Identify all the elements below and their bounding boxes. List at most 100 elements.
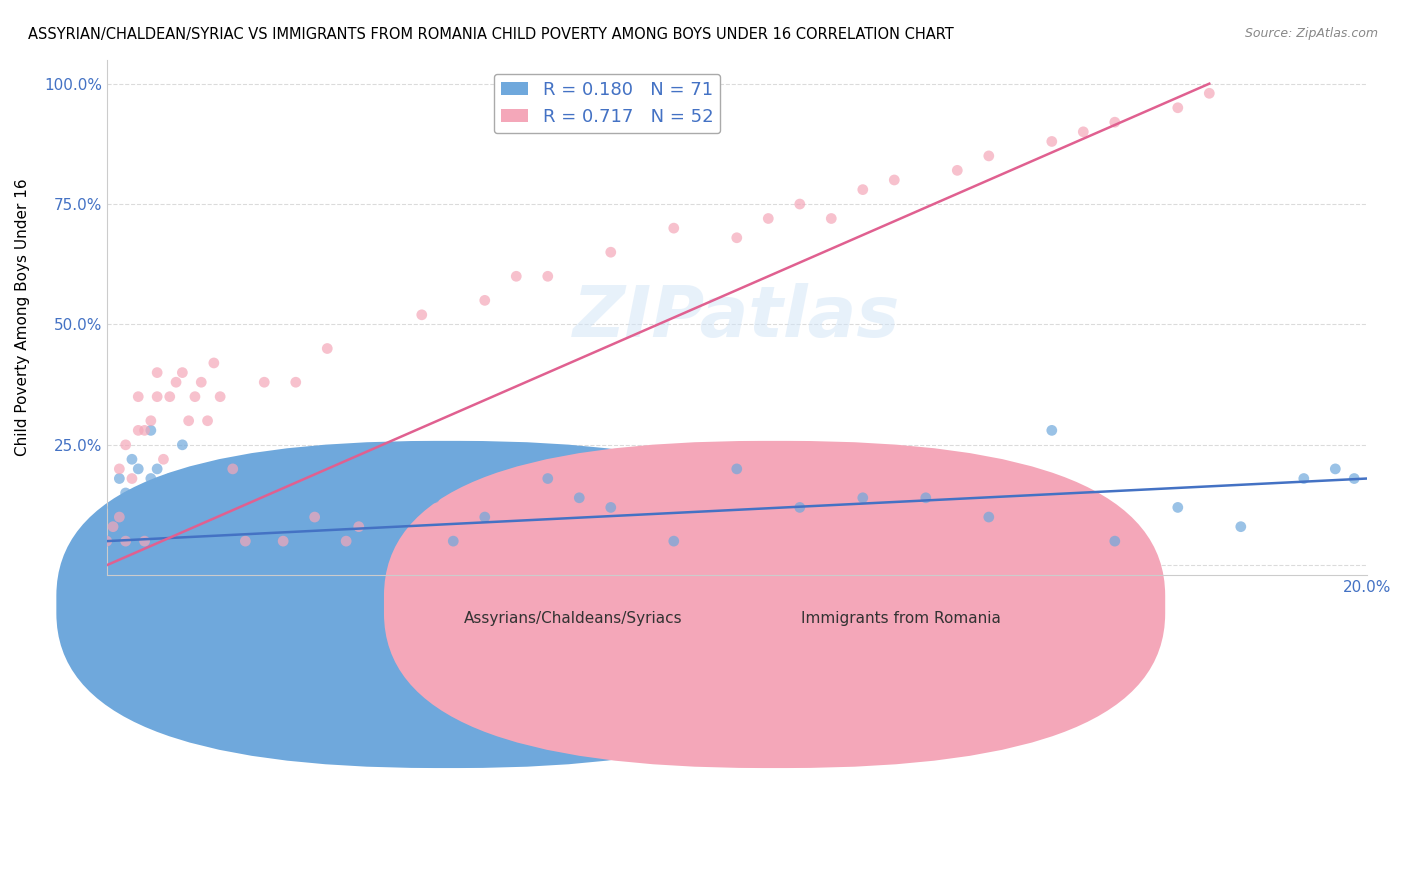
Point <box>271 534 294 549</box>
Point <box>172 366 194 380</box>
Point <box>121 471 143 485</box>
Point <box>1198 87 1220 101</box>
Point <box>172 534 194 549</box>
Point <box>568 491 591 505</box>
Point <box>127 462 149 476</box>
Point <box>121 519 143 533</box>
Point <box>284 376 307 390</box>
Point <box>235 491 257 505</box>
Point <box>820 211 842 226</box>
Point <box>146 390 169 404</box>
Text: ASSYRIAN/CHALDEAN/SYRIAC VS IMMIGRANTS FROM ROMANIA CHILD POVERTY AMONG BOYS UND: ASSYRIAN/CHALDEAN/SYRIAC VS IMMIGRANTS F… <box>28 27 953 42</box>
Point <box>184 486 207 500</box>
Point <box>228 510 250 524</box>
Point <box>756 211 779 226</box>
Point <box>474 293 496 308</box>
Point <box>505 452 527 467</box>
Point <box>599 245 621 260</box>
Point <box>266 486 288 500</box>
Point <box>197 471 219 485</box>
Point <box>159 390 181 404</box>
Point <box>423 491 446 505</box>
Point <box>222 519 245 533</box>
Point <box>335 534 357 549</box>
Point <box>222 462 245 476</box>
Point <box>197 414 219 428</box>
Text: Source: ZipAtlas.com: Source: ZipAtlas.com <box>1244 27 1378 40</box>
Point <box>537 471 560 485</box>
Point <box>209 510 232 524</box>
Point <box>1167 500 1189 515</box>
Y-axis label: Child Poverty Among Boys Under 16: Child Poverty Among Boys Under 16 <box>15 178 30 456</box>
Point <box>184 390 207 404</box>
FancyBboxPatch shape <box>56 441 838 768</box>
Point <box>304 491 326 505</box>
Point <box>177 491 200 505</box>
Point <box>725 462 748 476</box>
Point <box>177 529 200 543</box>
Point <box>101 500 124 515</box>
Text: ZIPatlas: ZIPatlas <box>574 283 900 351</box>
FancyBboxPatch shape <box>384 441 1166 768</box>
Point <box>1343 471 1365 485</box>
Point <box>215 491 238 505</box>
Point <box>977 510 1000 524</box>
Legend: R = 0.180   N = 71, R = 0.717   N = 52: R = 0.180 N = 71, R = 0.717 N = 52 <box>494 74 720 133</box>
Point <box>177 414 200 428</box>
Point <box>1292 471 1315 485</box>
Point <box>209 390 232 404</box>
Point <box>253 376 276 390</box>
Point <box>347 500 370 515</box>
Point <box>114 534 136 549</box>
Point <box>852 183 875 197</box>
Point <box>96 534 118 549</box>
Point <box>380 491 402 505</box>
Point <box>114 534 136 549</box>
Point <box>1167 101 1189 115</box>
Point <box>101 519 124 533</box>
Point <box>96 534 118 549</box>
Point <box>209 462 232 476</box>
Point <box>139 471 162 485</box>
Text: Immigrants from Romania: Immigrants from Romania <box>800 611 1001 626</box>
Point <box>235 534 257 549</box>
Point <box>165 376 187 390</box>
Point <box>599 500 621 515</box>
Point <box>202 356 225 370</box>
Point <box>662 221 685 235</box>
Point <box>1040 423 1063 437</box>
Point <box>152 529 174 543</box>
Point <box>108 519 131 533</box>
Point <box>537 269 560 284</box>
Point <box>127 423 149 437</box>
Point <box>146 462 169 476</box>
Point <box>360 534 382 549</box>
Point <box>883 173 905 187</box>
Point <box>152 452 174 467</box>
Point <box>146 500 169 515</box>
Point <box>441 534 464 549</box>
Point <box>789 197 811 211</box>
Point <box>335 549 357 563</box>
Point <box>725 231 748 245</box>
Point <box>304 510 326 524</box>
Point <box>152 491 174 505</box>
Point <box>1104 115 1126 129</box>
Point <box>1071 125 1094 139</box>
Point <box>159 534 181 549</box>
Point <box>662 534 685 549</box>
Point <box>134 423 156 437</box>
Point <box>127 534 149 549</box>
Point <box>347 519 370 533</box>
Point <box>190 534 212 549</box>
Point <box>1040 135 1063 149</box>
Point <box>789 500 811 515</box>
Point <box>127 390 149 404</box>
Point <box>316 342 339 356</box>
Point <box>1104 534 1126 549</box>
Point <box>139 414 162 428</box>
Point <box>165 481 187 495</box>
Point <box>114 486 136 500</box>
Point <box>121 452 143 467</box>
Point <box>253 486 276 500</box>
